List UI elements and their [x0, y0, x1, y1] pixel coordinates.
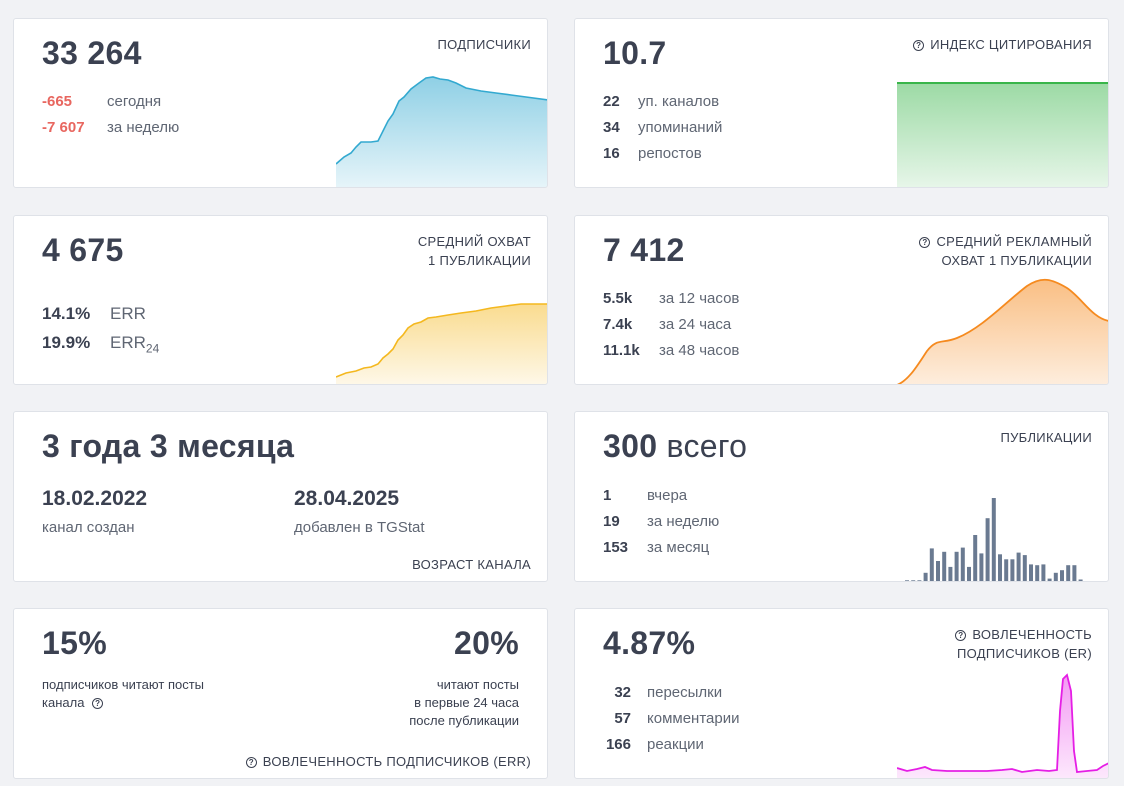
- publications-label: ПУБЛИКАЦИИ: [1000, 430, 1092, 445]
- err-label: ? ВОВЛЕЧЕННОСТЬ ПОДПИСЧИКОВ (ERR): [245, 752, 531, 771]
- publication-bar: [1035, 565, 1040, 581]
- publication-bar: [960, 547, 965, 581]
- age-value: 3 года 3 месяца: [42, 428, 295, 464]
- help-icon[interactable]: ?: [913, 40, 925, 51]
- citation-index: 10.7: [603, 35, 667, 71]
- publication-bar: [954, 551, 959, 581]
- publication-bar: [1004, 559, 1009, 581]
- er-label: ? ВОВЛЕЧЕННОСТЬ ПОДПИСЧИКОВ (ER): [955, 627, 1092, 661]
- er-forwards: 32 пересылки: [614, 684, 723, 701]
- citation-card[interactable]: 10.7 ? ИНДЕКС ЦИТИРОВАНИЯ 22 уп. каналов 3…: [574, 18, 1109, 188]
- publication-bar: [923, 572, 928, 581]
- help-icon[interactable]: ?: [955, 630, 967, 641]
- added-date: 28.04.2025: [294, 487, 400, 510]
- citation-chart: [897, 82, 1108, 187]
- citation-reposts: 16 репостов: [603, 145, 702, 162]
- subscribers-label: ПОДПИСЧИКИ: [437, 37, 531, 52]
- ad-reach-chart: [897, 278, 1108, 384]
- subscribers-today: -665 сегодня: [42, 93, 162, 110]
- publication-bar: [1078, 579, 1083, 581]
- citation-mentions: 34 упоминаний: [603, 119, 723, 136]
- publication-bar: [936, 561, 940, 581]
- publication-bar: [1029, 564, 1033, 581]
- age-card[interactable]: 3 года 3 месяца 18.02.2022 канал создан …: [13, 411, 548, 582]
- publication-bar: [948, 566, 953, 581]
- publication-bar: [1010, 559, 1015, 581]
- reach-chart: [336, 303, 547, 384]
- publications-total: 300 всего: [603, 428, 748, 464]
- publication-bar: [942, 551, 947, 581]
- publication-bar: [1060, 570, 1064, 581]
- publication-bar: [1016, 552, 1021, 581]
- publication-bar: [985, 518, 990, 581]
- subscribers-chart: [336, 76, 547, 187]
- publications-week: 19 за неделю: [603, 513, 720, 530]
- err-left-text: подписчиков читают посты канала ?: [42, 677, 205, 710]
- reach-label: СРЕДНИЙ ОХВАТ 1 ПУБЛИКАЦИИ: [417, 234, 531, 268]
- publication-bar: [998, 554, 1002, 581]
- added-label: добавлен в TGStat: [294, 519, 425, 536]
- publications-month: 153 за месяц: [603, 539, 710, 556]
- ad-reach-card[interactable]: 7 412 ? СРЕДНИЙ РЕКЛАМНЫЙ ОХВАТ 1 ПУБЛИКАЦ…: [574, 215, 1109, 385]
- ad-reach-48h: 11.1k за 48 часов: [603, 342, 740, 359]
- publication-bar: [979, 553, 984, 581]
- reach-err24: 19.9% ERR24: [42, 333, 160, 356]
- citation-channels: 22 уп. каналов: [603, 93, 720, 110]
- publication-bar: [1072, 565, 1077, 581]
- age-label: ВОЗРАСТ КАНАЛА: [412, 557, 531, 572]
- err-right-text: читают посты в первые 24 часа после публ…: [409, 677, 519, 728]
- publications-card[interactable]: 300 всего ПУБЛИКАЦИИ 1 вчера 19 за неделю …: [574, 411, 1109, 582]
- publication-bar: [973, 535, 978, 581]
- subscribers-card[interactable]: 33 264 ПОДПИСЧИКИ -665 сегодня -7 607 за н…: [13, 18, 548, 188]
- publications-chart: [905, 498, 1083, 581]
- publication-bar: [905, 580, 909, 581]
- created-date: 18.02.2022: [42, 487, 148, 510]
- er-card[interactable]: 4.87% ? ВОВЛЕЧЕННОСТЬ ПОДПИСЧИКОВ (ER) 32 п…: [574, 608, 1109, 779]
- publication-bar: [911, 580, 916, 581]
- reach-card[interactable]: 4 675 СРЕДНИЙ ОХВАТ 1 ПУБЛИКАЦИИ 14.1% ERR…: [13, 215, 548, 385]
- help-icon[interactable]: ?: [919, 237, 931, 248]
- publication-bar: [1066, 565, 1071, 581]
- ad-reach-value: 7 412: [603, 232, 685, 268]
- er-value: 4.87%: [603, 625, 696, 661]
- publication-bar: [1053, 572, 1058, 581]
- er-reactions: 166 реакции: [605, 736, 704, 753]
- publication-bar: [929, 548, 934, 581]
- help-icon[interactable]: ?: [92, 698, 104, 709]
- publication-bar: [1041, 564, 1046, 581]
- ad-reach-label: ? СРЕДНИЙ РЕКЛАМНЫЙ ОХВАТ 1 ПУБЛИКАЦИИ: [919, 232, 1092, 270]
- subscribers-week: -7 607 за неделю: [42, 119, 180, 136]
- subscribers-count: 33 264: [42, 35, 142, 71]
- publications-yesterday: 1 вчера: [603, 487, 688, 504]
- publication-bar: [967, 566, 971, 581]
- created-label: канал создан: [42, 519, 135, 536]
- publication-bar: [917, 580, 922, 581]
- ad-reach-12h: 5.5k за 12 часов: [603, 290, 740, 307]
- er-comments: 57 комментарии: [614, 710, 740, 727]
- publication-bar: [991, 498, 996, 581]
- reach-value: 4 675: [42, 232, 124, 268]
- reach-err: 14.1% ERR: [42, 304, 146, 323]
- err-left-value: 15%: [42, 625, 107, 661]
- citation-label: ? ИНДЕКС ЦИТИРОВАНИЯ: [913, 35, 1092, 54]
- help-icon[interactable]: ?: [245, 757, 257, 768]
- publication-bar: [1047, 578, 1052, 581]
- err-card[interactable]: 15% подписчиков читают посты канала ? 20…: [13, 608, 548, 779]
- publication-bar: [1022, 555, 1027, 581]
- er-chart: [897, 673, 1108, 778]
- ad-reach-24h: 7.4k за 24 часа: [603, 316, 732, 333]
- err-right-value: 20%: [454, 625, 519, 661]
